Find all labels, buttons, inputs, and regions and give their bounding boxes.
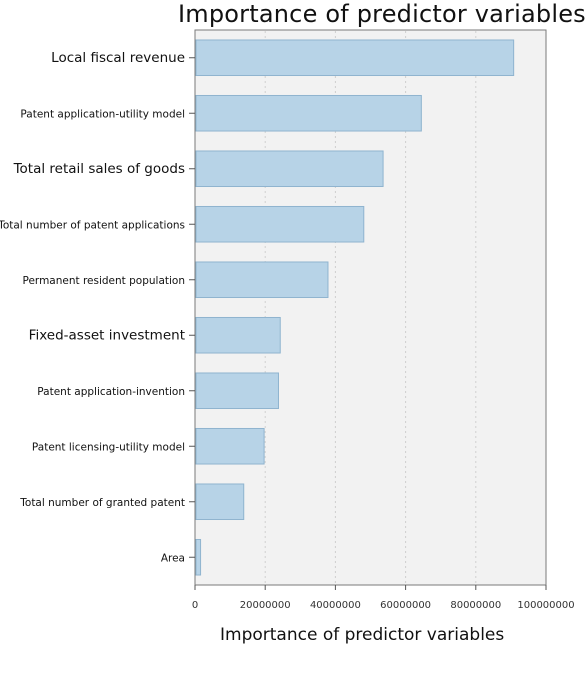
category-label-8: Patent licensing-utility model: [32, 441, 185, 453]
bar-3: [195, 150, 384, 188]
chart-title: Importance of predictor variables: [178, 0, 586, 28]
bar-5: [195, 261, 329, 299]
category-label-5: Permanent resident population: [23, 275, 185, 287]
bar-6: [195, 316, 281, 354]
category-label-3: Total retail sales of goods: [13, 161, 185, 177]
category-label-2: Patent application-utility model: [20, 108, 185, 120]
x-tick-label-1: 20000000: [240, 600, 291, 611]
x-axis-label: Importance of predictor variables: [220, 625, 505, 645]
x-tick-label-3: 60000000: [380, 600, 431, 611]
category-label-1: Local fiscal revenue: [51, 50, 185, 66]
bar-9: [195, 483, 245, 521]
category-label-4: Total number of patent applications: [0, 219, 185, 231]
bar-1: [195, 39, 515, 77]
bar-4: [195, 205, 365, 243]
bar-8: [195, 427, 265, 465]
bar-7: [195, 372, 279, 410]
bar-2: [195, 94, 422, 132]
x-tick-label-0: 0: [192, 600, 198, 611]
category-label-10: Area: [161, 552, 185, 564]
bar-10: [195, 538, 202, 576]
category-label-7: Patent application-invention: [37, 386, 185, 398]
category-label-6: Fixed-asset investment: [29, 327, 185, 343]
x-tick-label-5: 100000000: [517, 600, 574, 611]
category-label-9: Total number of granted patent: [19, 497, 185, 509]
x-tick-label-2: 40000000: [310, 600, 361, 611]
x-tick-label-4: 80000000: [450, 600, 501, 611]
